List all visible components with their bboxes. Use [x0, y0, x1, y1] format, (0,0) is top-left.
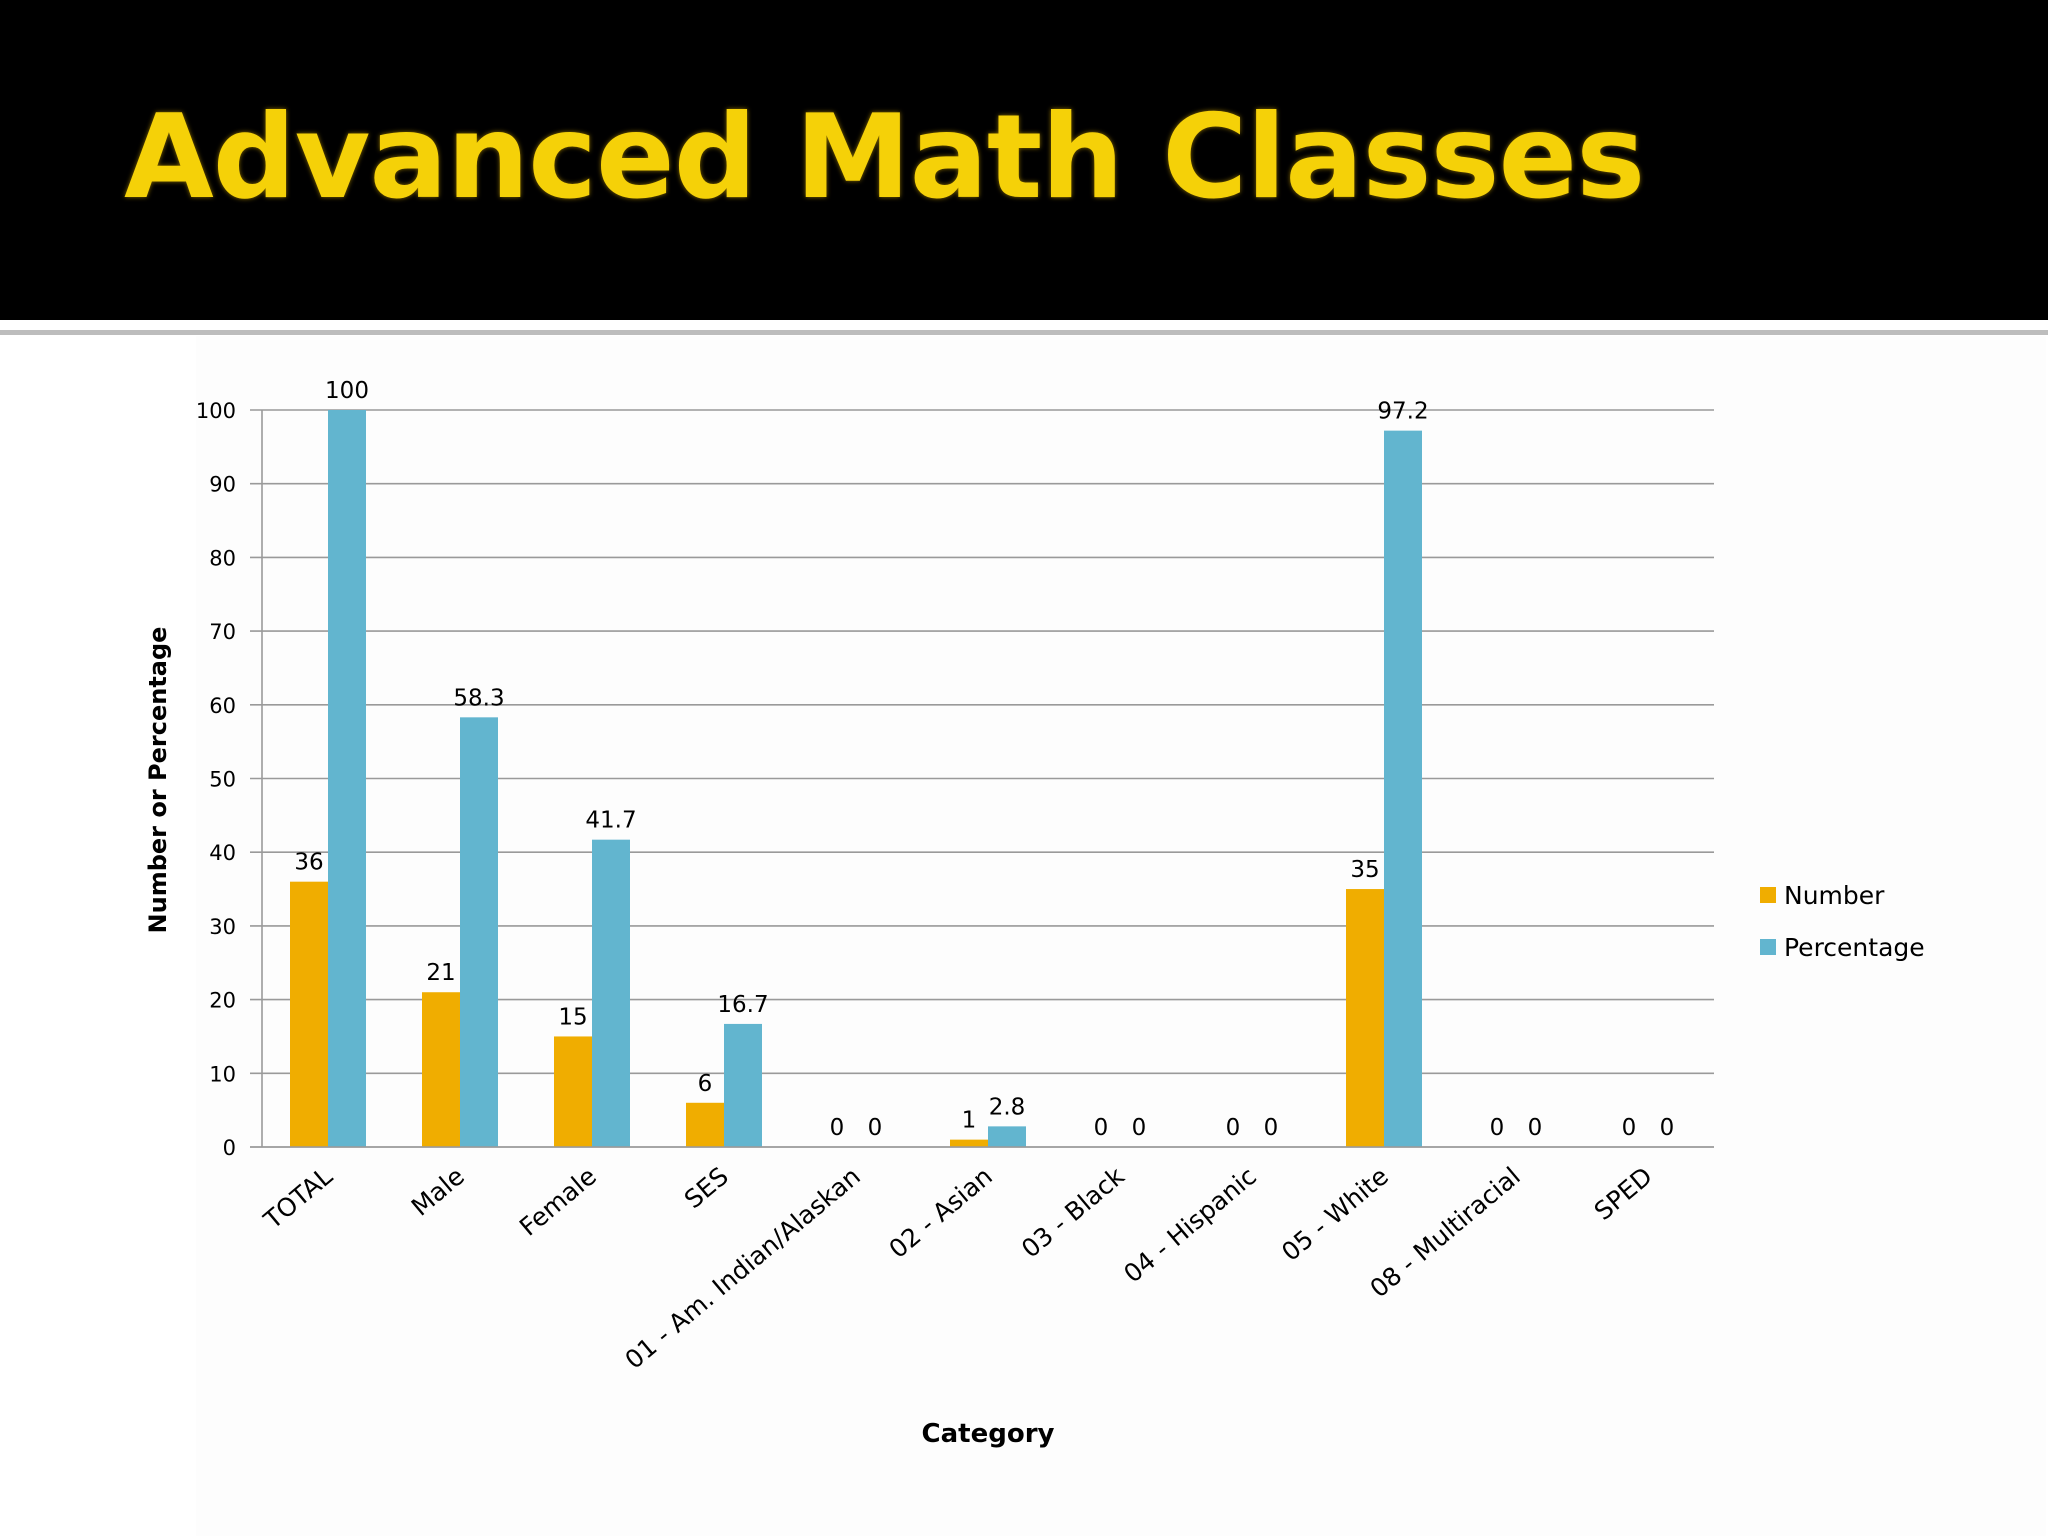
data-label-number-3: 6	[698, 1071, 713, 1097]
bar-number-1	[422, 992, 460, 1147]
bar-percentage-0	[328, 410, 366, 1147]
y-tick-label: 20	[209, 989, 236, 1013]
data-label-percentage-6: 0	[1132, 1115, 1147, 1141]
data-label-number-9: 0	[1490, 1115, 1505, 1141]
y-tick-label: 40	[209, 841, 236, 865]
bar-number-5	[950, 1139, 988, 1147]
bar-number-8	[1346, 889, 1384, 1147]
data-label-number-0: 36	[294, 850, 323, 876]
x-tick-label: 04 - Hispanic	[1118, 1161, 1262, 1288]
y-axis-title: Number or Percentage	[144, 627, 172, 934]
title-band: Advanced Math Classes	[0, 0, 2048, 320]
x-tick-label: Female	[514, 1161, 602, 1241]
bar-number-2	[554, 1036, 592, 1147]
bar-percentage-8	[1384, 430, 1422, 1147]
bars	[290, 410, 1422, 1147]
data-label-percentage-10: 0	[1660, 1115, 1675, 1141]
data-label-percentage-5: 2.8	[989, 1094, 1026, 1120]
y-tick-label: 70	[209, 620, 236, 644]
data-label-percentage-7: 0	[1264, 1115, 1279, 1141]
bar-number-3	[686, 1102, 724, 1147]
chart-panel	[196, 336, 2046, 1536]
data-label-number-4: 0	[830, 1115, 845, 1141]
data-label-number-8: 35	[1350, 857, 1379, 883]
data-label-percentage-3: 16.7	[717, 992, 768, 1018]
x-tick-label: 02 - Asian	[883, 1161, 997, 1264]
legend-label-percentage: Percentage	[1784, 933, 1925, 962]
x-tick-label: SES	[679, 1161, 734, 1214]
legend: Number Percentage	[1760, 881, 1925, 962]
x-tick-label: SPED	[1589, 1161, 1658, 1226]
data-label-number-7: 0	[1226, 1115, 1241, 1141]
slide-title: Advanced Math Classes	[124, 90, 1645, 225]
y-tick-label: 30	[209, 915, 236, 939]
data-label-percentage-4: 0	[868, 1115, 883, 1141]
data-label-percentage-1: 58.3	[453, 685, 504, 711]
data-label-number-1: 21	[426, 960, 455, 986]
x-tick-label: 01 - Am. Indian/Alaskan	[619, 1161, 865, 1374]
y-tick-label: 50	[209, 768, 236, 792]
data-label-number-6: 0	[1094, 1115, 1109, 1141]
legend-swatch-number	[1760, 887, 1776, 903]
bar-number-0	[290, 881, 328, 1147]
legend-swatch-percentage	[1760, 939, 1776, 955]
data-label-percentage-0: 100	[325, 378, 369, 404]
y-tick-label: 90	[209, 473, 236, 497]
data-label-number-5: 1	[962, 1108, 977, 1134]
x-tick-label: TOTAL	[258, 1161, 338, 1235]
data-label-percentage-2: 41.7	[585, 808, 636, 834]
y-tick-label: 100	[196, 399, 236, 423]
bar-percentage-2	[592, 839, 630, 1147]
data-label-number-2: 15	[558, 1004, 587, 1030]
x-tick-label: Male	[406, 1161, 470, 1221]
y-tick-label: 10	[209, 1062, 236, 1086]
y-tick-label: 0	[223, 1136, 236, 1160]
x-axis-title: Category	[922, 1419, 1055, 1449]
x-tick-label: 03 - Black	[1016, 1161, 1130, 1263]
x-tick-label: 05 - White	[1276, 1161, 1394, 1266]
data-label-percentage-8: 97.2	[1377, 399, 1428, 425]
legend-label-number: Number	[1784, 881, 1885, 910]
y-tick-label: 80	[209, 546, 236, 570]
title-divider	[0, 330, 2048, 335]
bar-percentage-5	[988, 1126, 1026, 1147]
data-label-percentage-9: 0	[1528, 1115, 1543, 1141]
data-label-number-10: 0	[1622, 1115, 1637, 1141]
y-tick-label: 60	[209, 694, 236, 718]
bar-percentage-1	[460, 717, 498, 1147]
bar-percentage-3	[724, 1023, 762, 1147]
